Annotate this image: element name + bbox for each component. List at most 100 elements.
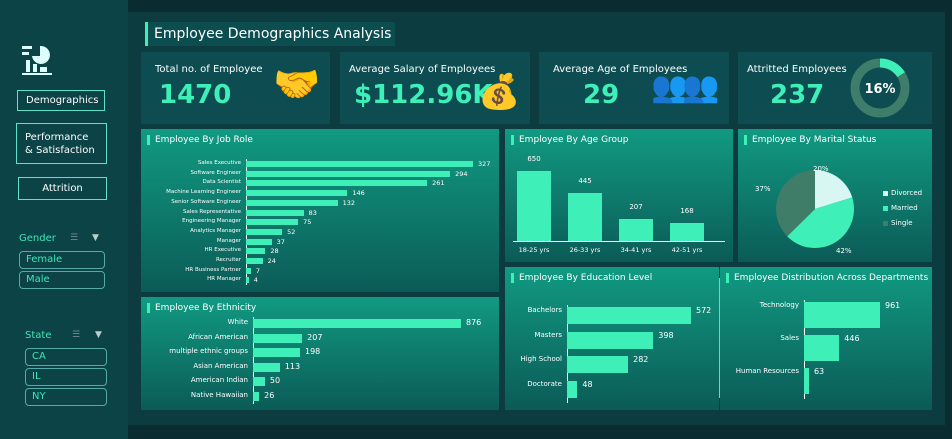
axis-line — [567, 305, 568, 403]
kpi-label: Average Salary of Employees — [349, 64, 496, 75]
category-label: 26-33 yrs — [569, 246, 601, 254]
data-label: 28 — [270, 247, 279, 256]
data-label: 132 — [342, 198, 356, 207]
chart-title: Employee By Ethnicity — [147, 303, 256, 313]
category-label: Sales Representative — [183, 208, 241, 215]
bar — [253, 333, 303, 343]
axis-line — [513, 241, 725, 242]
kpi-value: 29 — [583, 80, 620, 110]
bar — [567, 307, 691, 324]
data-label: 24 — [267, 257, 276, 265]
bar — [246, 228, 283, 235]
data-label: 650 — [527, 155, 541, 163]
category-label: Masters — [534, 330, 562, 339]
pie-slice — [815, 170, 853, 209]
bar — [670, 222, 704, 241]
kpi-label: Attritted Employees — [747, 64, 847, 75]
age-group-chart: Employee By Age Group 650 18-25 yrs 445 26-3… — [505, 129, 733, 262]
data-label: 446 — [844, 334, 860, 343]
chart-title: Employee By Age Group — [511, 135, 628, 145]
category-label: Sales — [780, 334, 799, 342]
clear-filter-icon[interactable]: ▼ — [95, 330, 102, 340]
category-label: American Indian — [190, 376, 248, 384]
pie-label: 20% — [813, 165, 829, 173]
category-label: Human Resources — [735, 367, 799, 375]
bar — [253, 391, 260, 401]
kpi-label: Average Age of Employees — [553, 64, 688, 75]
category-label: Engineering Manager — [182, 218, 241, 225]
sidebar: Demographics Performance & Satisfaction A… — [0, 0, 128, 439]
bar — [246, 248, 266, 255]
education-chart: Employee By Education Level Bachelors 572 M… — [505, 267, 719, 410]
data-label: 294 — [455, 169, 468, 178]
select-all-icon[interactable]: ☰ — [70, 233, 79, 243]
category-label: 18-25 yrs — [518, 246, 550, 254]
state-slicer-title: State — [25, 330, 52, 341]
bar — [253, 348, 300, 357]
state-ca-option[interactable]: CA — [25, 348, 107, 366]
data-label: 63 — [813, 367, 825, 376]
data-label: 113 — [284, 361, 301, 371]
bar — [253, 377, 265, 386]
category-label: Bachelors — [527, 306, 562, 314]
state-il-option[interactable]: IL — [25, 368, 107, 386]
bar — [246, 199, 338, 206]
chart-title: Employee By Education Level — [511, 273, 652, 283]
legend-swatch — [883, 191, 888, 196]
data-label: 261 — [432, 179, 445, 188]
data-label: 198 — [305, 347, 321, 356]
kpi-value: 1470 — [159, 80, 232, 110]
category-label: Asian American — [193, 361, 248, 370]
data-label: 48 — [582, 379, 593, 389]
select-all-icon[interactable]: ☰ — [72, 330, 81, 340]
nav-label: Demographics — [26, 95, 99, 106]
bar — [804, 335, 840, 361]
bar — [246, 258, 263, 264]
category-label: HR Executive — [204, 247, 241, 254]
data-label: 37 — [276, 237, 285, 246]
bar — [246, 238, 272, 245]
bar — [567, 380, 578, 398]
legend-label: Married — [891, 204, 918, 212]
kpi-average-age: Average Age of Employees 29 👥👥 — [539, 52, 729, 124]
bar — [246, 267, 251, 274]
chart-title: Employee By Job Role — [147, 135, 253, 145]
bar — [619, 218, 653, 241]
legend-label: Single — [891, 219, 913, 227]
pie — [776, 170, 854, 249]
data-label: 282 — [633, 355, 649, 364]
category-label: HR Business Partner — [185, 266, 241, 273]
bar — [253, 362, 280, 372]
bar — [246, 277, 249, 284]
page-title: Employee Demographics Analysis — [145, 22, 395, 46]
nav-performance-button[interactable]: Performance & Satisfaction — [16, 123, 107, 164]
kpi-average-salary: Average Salary of Employees $112.96K 💰 — [340, 52, 530, 124]
clear-filter-icon[interactable]: ▼ — [92, 233, 99, 243]
bar — [253, 319, 461, 328]
data-label: 26 — [264, 390, 275, 400]
data-label: 4 — [253, 276, 258, 285]
data-label: 961 — [885, 301, 901, 310]
category-label: multiple ethnic groups — [169, 347, 248, 355]
nav-label: & Satisfaction — [25, 144, 95, 156]
gender-male-option[interactable]: Male — [19, 271, 105, 289]
data-label: 7 — [255, 266, 260, 275]
category-label: White — [227, 318, 248, 326]
departments-chart: Employee Distribution Across Departments… — [720, 267, 932, 410]
nav-label: Attrition — [42, 183, 83, 194]
nav-attrition-button[interactable]: Attrition — [18, 177, 107, 200]
bar — [246, 190, 348, 197]
category-label: Native Hawaiian — [190, 390, 248, 399]
ethnicity-chart: Employee By Ethnicity White 876 African Ame… — [141, 297, 499, 410]
data-label: 168 — [680, 206, 694, 215]
category-label: Machine Learning Engineer — [166, 189, 241, 196]
gender-female-option[interactable]: Female — [19, 251, 105, 269]
bar — [246, 170, 451, 177]
bar — [567, 331, 654, 349]
category-label: Sales Executive — [197, 160, 241, 166]
chart-title: Employee By Marital Status — [744, 135, 876, 145]
state-ny-option[interactable]: NY — [25, 388, 107, 406]
money-bag-hand-icon: 💰 — [478, 72, 521, 112]
data-label: 75 — [303, 218, 312, 227]
nav-demographics-button[interactable]: Demographics — [17, 90, 105, 111]
